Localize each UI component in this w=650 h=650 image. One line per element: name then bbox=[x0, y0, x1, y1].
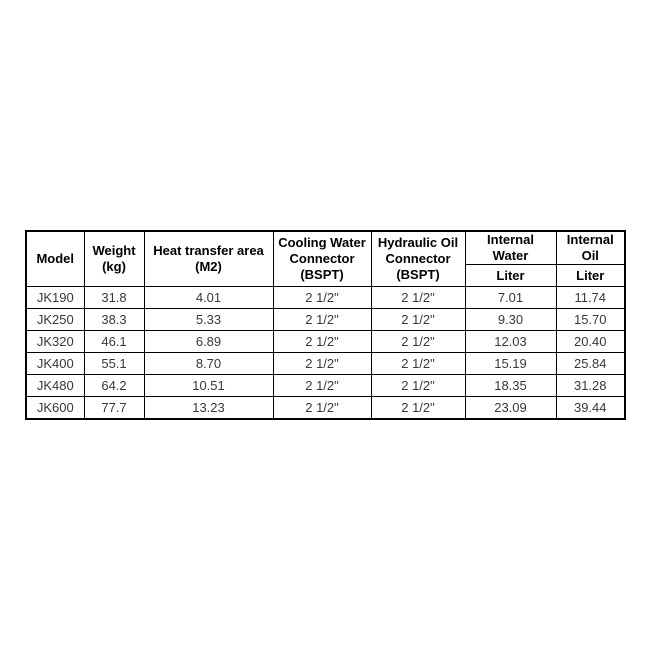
cell-internal-oil: 31.28 bbox=[555, 374, 626, 397]
table-row: JK190 31.8 4.01 2 1/2" 2 1/2" 7.01 11.74 bbox=[25, 286, 626, 309]
cell-hydraulic-oil-connector: 2 1/2" bbox=[370, 374, 466, 397]
cell-cooling-water-connector: 2 1/2" bbox=[272, 352, 372, 375]
cell-model: JK320 bbox=[25, 330, 85, 353]
cell-model: JK600 bbox=[25, 396, 85, 420]
cell-model: JK480 bbox=[25, 374, 85, 397]
header-hydraulic-oil-connector: Hydraulic Oil Connector (BSPT) bbox=[370, 230, 466, 287]
cell-weight: 64.2 bbox=[83, 374, 145, 397]
cell-hydraulic-oil-connector: 2 1/2" bbox=[370, 330, 466, 353]
cell-internal-oil: 25.84 bbox=[555, 352, 626, 375]
cell-internal-water: 23.09 bbox=[464, 396, 557, 420]
cell-internal-water: 18.35 bbox=[464, 374, 557, 397]
cell-heat-transfer-area: 13.23 bbox=[143, 396, 274, 420]
header-weight: Weight (kg) bbox=[83, 230, 145, 287]
cell-internal-water: 9.30 bbox=[464, 308, 557, 331]
header-internal-oil: Internal Oil bbox=[555, 230, 626, 265]
cell-internal-oil: 20.40 bbox=[555, 330, 626, 353]
cell-hydraulic-oil-connector: 2 1/2" bbox=[370, 286, 466, 309]
spec-table: Model Weight (kg) Heat transfer area (M2… bbox=[25, 230, 626, 420]
cell-heat-transfer-area: 4.01 bbox=[143, 286, 274, 309]
cell-internal-water: 7.01 bbox=[464, 286, 557, 309]
table-row: JK400 55.1 8.70 2 1/2" 2 1/2" 15.19 25.8… bbox=[25, 352, 626, 375]
table-row: JK600 77.7 13.23 2 1/2" 2 1/2" 23.09 39.… bbox=[25, 396, 626, 420]
cell-weight: 38.3 bbox=[83, 308, 145, 331]
cell-internal-oil: 39.44 bbox=[555, 396, 626, 420]
cell-hydraulic-oil-connector: 2 1/2" bbox=[370, 308, 466, 331]
cell-model: JK400 bbox=[25, 352, 85, 375]
cell-cooling-water-connector: 2 1/2" bbox=[272, 308, 372, 331]
cell-cooling-water-connector: 2 1/2" bbox=[272, 286, 372, 309]
cell-weight: 31.8 bbox=[83, 286, 145, 309]
cell-model: JK250 bbox=[25, 308, 85, 331]
header-model: Model bbox=[25, 230, 85, 287]
cell-heat-transfer-area: 8.70 bbox=[143, 352, 274, 375]
cell-hydraulic-oil-connector: 2 1/2" bbox=[370, 352, 466, 375]
cell-internal-oil: 15.70 bbox=[555, 308, 626, 331]
header-internal-oil-unit: Liter bbox=[555, 264, 626, 287]
header-internal-water: Internal Water bbox=[464, 230, 557, 265]
header-cooling-water-connector: Cooling Water Connector (BSPT) bbox=[272, 230, 372, 287]
header-internal-water-unit: Liter bbox=[464, 264, 557, 287]
cell-internal-water: 12.03 bbox=[464, 330, 557, 353]
cell-cooling-water-connector: 2 1/2" bbox=[272, 396, 372, 420]
cell-weight: 55.1 bbox=[83, 352, 145, 375]
header-row-top: Model Weight (kg) Heat transfer area (M2… bbox=[25, 230, 626, 287]
cell-internal-water: 15.19 bbox=[464, 352, 557, 375]
cell-hydraulic-oil-connector: 2 1/2" bbox=[370, 396, 466, 420]
cell-internal-oil: 11.74 bbox=[555, 286, 626, 309]
cell-heat-transfer-area: 10.51 bbox=[143, 374, 274, 397]
cell-model: JK190 bbox=[25, 286, 85, 309]
cell-heat-transfer-area: 5.33 bbox=[143, 308, 274, 331]
cell-cooling-water-connector: 2 1/2" bbox=[272, 374, 372, 397]
cell-heat-transfer-area: 6.89 bbox=[143, 330, 274, 353]
cell-weight: 77.7 bbox=[83, 396, 145, 420]
table-row: JK480 64.2 10.51 2 1/2" 2 1/2" 18.35 31.… bbox=[25, 374, 626, 397]
cell-weight: 46.1 bbox=[83, 330, 145, 353]
table-row: JK250 38.3 5.33 2 1/2" 2 1/2" 9.30 15.70 bbox=[25, 308, 626, 331]
spec-table-container: Model Weight (kg) Heat transfer area (M2… bbox=[25, 230, 626, 420]
table-row: JK320 46.1 6.89 2 1/2" 2 1/2" 12.03 20.4… bbox=[25, 330, 626, 353]
header-heat-transfer-area: Heat transfer area (M2) bbox=[143, 230, 274, 287]
cell-cooling-water-connector: 2 1/2" bbox=[272, 330, 372, 353]
